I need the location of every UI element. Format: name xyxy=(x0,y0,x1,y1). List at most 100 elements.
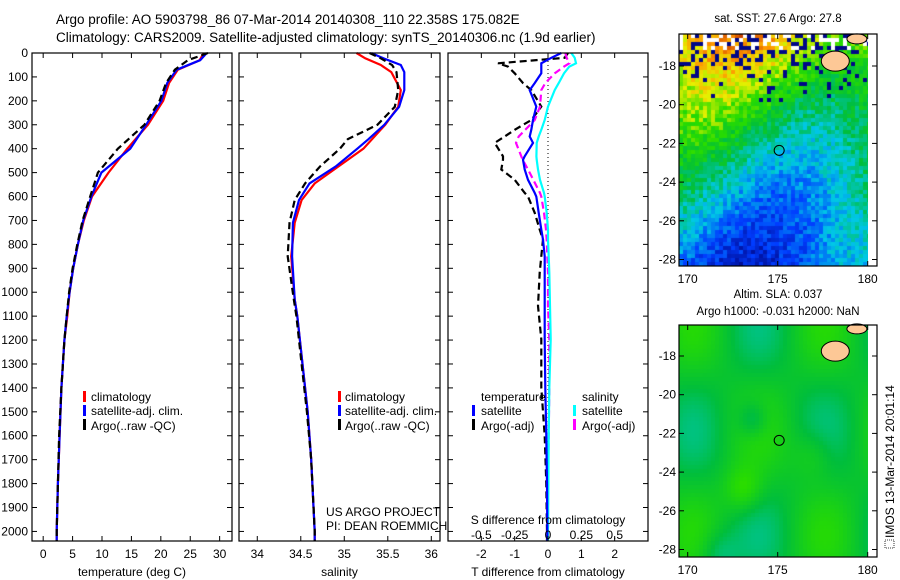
y-tick-label: 1300 xyxy=(1,357,28,371)
map-y-tick-label: -20 xyxy=(659,98,677,112)
y-tick-label: 2000 xyxy=(1,524,28,538)
map-y-tick-label: -26 xyxy=(659,504,677,518)
s-tick-label: 0.5 xyxy=(606,528,623,542)
argo-location-marker xyxy=(773,434,785,446)
map-y-tick-label: -22 xyxy=(659,136,677,150)
s-tick-label: -0.25 xyxy=(501,528,529,542)
x-tick-label: 35.5 xyxy=(376,547,400,561)
y-tick-label: 1500 xyxy=(1,405,28,419)
x-tick-label: 36 xyxy=(425,547,439,561)
legend-satellite: satellite-adj. clim. xyxy=(91,404,183,418)
map-y-tick-label: -24 xyxy=(659,465,677,479)
map-x-tick-label: 175 xyxy=(768,272,788,286)
x-tick-label: 34 xyxy=(251,547,265,561)
series-line-argo-raw-qc- xyxy=(55,51,209,541)
difference-legend: temperature salinity satellite Argo(-adj… xyxy=(472,390,635,433)
sst-map-panel: sat. SST: 27.6 Argo: 27.8 170 175 180 -18 -2… xyxy=(659,13,878,286)
axes-box xyxy=(31,52,233,542)
salinity-panel: 34 34.5 35 35.5 36 salinity xyxy=(238,51,441,579)
sla-map-panel: Altim. SLA: 0.037 Argo h1000: -0.031 h20… xyxy=(659,289,878,577)
y-tick-label: 700 xyxy=(8,213,28,227)
map-y-tick-label: -18 xyxy=(659,59,677,73)
sla-map-image xyxy=(679,325,868,557)
legend-temp-satellite: satellite xyxy=(481,404,522,418)
legend-swatch-climatology xyxy=(83,391,86,402)
map-x-tick-label: 180 xyxy=(858,563,878,577)
temperature-panel: 0 5 10 15 20 25 300100200300400500600700800900… xyxy=(1,46,233,579)
imos-logo-icon xyxy=(884,539,895,549)
legend-swatch-sal-satellite xyxy=(573,405,576,416)
x-tick-label: 34.5 xyxy=(289,547,313,561)
argo-location-marker xyxy=(773,144,785,156)
legend-swatch-satellite xyxy=(83,405,86,416)
y-tick-label: 1200 xyxy=(1,333,28,347)
map-y-tick-label: -18 xyxy=(659,349,677,363)
map-x-tick-label: 170 xyxy=(678,563,698,577)
map-y-tick-label: -26 xyxy=(659,214,677,228)
y-tick-label: 100 xyxy=(8,70,28,84)
x-tick-label: 5 xyxy=(69,547,76,561)
y-tick-label: 900 xyxy=(8,261,28,275)
y-tick-label: 1900 xyxy=(1,501,28,515)
x-tick-label: 20 xyxy=(154,547,168,561)
map-y-tick-label: -28 xyxy=(659,543,677,557)
salinity-legend: climatology satellite-adj. clim. Argo(..… xyxy=(338,390,437,433)
legend-argo: Argo(..raw -QC) xyxy=(91,419,176,433)
legend-climatology: climatology xyxy=(91,390,151,404)
map-x-tick-label: 175 xyxy=(768,563,788,577)
map-y-tick-label: -28 xyxy=(659,253,677,267)
series-line-climatology xyxy=(55,52,205,541)
legend-swatch-sal-argo xyxy=(573,419,576,430)
legend-swatch-climatology xyxy=(338,391,341,402)
y-tick-label: 1600 xyxy=(1,429,28,443)
x-tick-label: 30 xyxy=(213,547,227,561)
series-line-salinity-argo-adj- xyxy=(514,52,571,541)
y-tick-label: 300 xyxy=(8,118,28,132)
legend-swatch-temp-argo xyxy=(472,419,475,430)
s-tick-label: -0.5 xyxy=(471,528,492,542)
x-axis-label: T difference from climatology xyxy=(471,565,625,579)
legend-swatch-argo xyxy=(338,419,341,430)
difference-panel: -2 -1 0 1 2 T difference from climatology -0.5… xyxy=(447,52,649,579)
y-tick-label: 1800 xyxy=(1,477,28,491)
map-x-tick-label: 180 xyxy=(858,272,878,286)
y-tick-label: 1700 xyxy=(1,453,28,467)
map-y-tick-label: -24 xyxy=(659,175,677,189)
land-vanua-levu-icon xyxy=(846,323,868,335)
y-tick-label: 0 xyxy=(21,46,28,60)
y-tick-label: 600 xyxy=(8,190,28,204)
series-line-temperature-satellite xyxy=(521,52,562,541)
y-tick-label: 1100 xyxy=(2,309,28,323)
series-line-satellite-adj-clim- xyxy=(55,52,208,541)
sst-map-title: sat. SST: 27.6 Argo: 27.8 xyxy=(714,13,841,25)
series-line-satellite-adj-clim- xyxy=(290,51,406,541)
x-axis-label: temperature (deg C) xyxy=(78,565,186,579)
series-line-temperature-argo-adj- xyxy=(493,52,569,541)
y-tick-label: 200 xyxy=(8,94,28,108)
series-line-argo-raw-qc- xyxy=(286,52,400,541)
x-tick-label: -1 xyxy=(509,547,520,561)
legend-sal-argo: Argo(-adj) xyxy=(582,419,635,433)
x-tick-label: 25 xyxy=(184,547,198,561)
x-tick-label: 10 xyxy=(95,547,109,561)
title-line-2: Climatology: CARS2009. Satellite-adjuste… xyxy=(56,30,596,45)
legend-sal-satellite: satellite xyxy=(582,404,623,418)
y-tick-label: 1400 xyxy=(1,381,28,395)
map-blank-strip xyxy=(868,325,877,557)
legend-argo: Argo(..raw -QC) xyxy=(345,419,430,433)
legend-salinity-header: salinity xyxy=(582,390,619,404)
legend-climatology: climatology xyxy=(345,390,405,404)
project-label: US ARGO PROJECT xyxy=(326,505,441,519)
x-tick-label: 0 xyxy=(545,547,552,561)
s-tick-label: 0.25 xyxy=(570,528,594,542)
map-axes-box xyxy=(678,324,878,558)
map-x-tick-label: 170 xyxy=(678,272,698,286)
title-line-1: Argo profile: AO 5903798_86 07-Mar-2014 … xyxy=(56,12,520,27)
temperature-legend: climatology satellite-adj. clim. Argo(..… xyxy=(83,390,183,433)
map-y-tick-label: -22 xyxy=(659,426,677,440)
x-tick-label: 0 xyxy=(40,547,47,561)
imos-timestamp: IMOS 13-Mar-2014 20:01:14 xyxy=(883,385,897,538)
s-axis-label: S difference from climatology xyxy=(471,513,626,527)
y-tick-label: 500 xyxy=(8,166,28,180)
